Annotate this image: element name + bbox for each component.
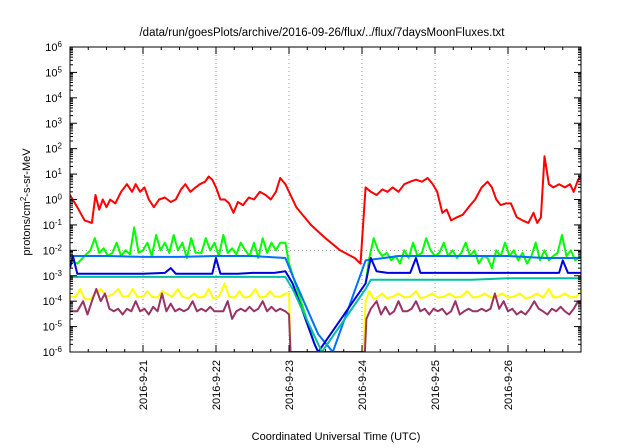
x-tick-label: 2016-9-25	[430, 360, 442, 410]
series-line-3	[364, 234, 581, 284]
x-tick-label: 2016-9-22	[211, 360, 223, 410]
chart-title: /data/run/goesPlots/archive/2016-09-26/f…	[139, 27, 505, 39]
y-tick-label: 10-3	[43, 268, 63, 283]
series-line-8	[70, 288, 581, 352]
grid	[70, 47, 581, 352]
x-tick-label: 2016-9-26	[503, 360, 515, 410]
y-tick-label: 100	[45, 192, 62, 207]
series-group	[70, 155, 581, 352]
y-tick-label: 102	[45, 141, 62, 156]
x-tick-label: 2016-9-21	[138, 360, 150, 410]
y-tick-label: 104	[45, 90, 62, 105]
ticks: 10-6 10-5 10-4 10-3 10-2 10-1 100 101 102 103 104 1…	[43, 40, 582, 410]
x-tick-label: 2016-9-24	[357, 360, 369, 410]
y-axis-label-main: protons/cm	[21, 201, 33, 255]
y-axis-label-tail: -s-sr-MeV	[21, 148, 33, 197]
series-line-2	[70, 226, 320, 352]
y-axis-label-sup: 2	[19, 196, 28, 201]
y-tick-label: 103	[45, 116, 62, 131]
y-tick-label: 101	[45, 167, 62, 182]
y-tick-label: 10-4	[43, 294, 63, 309]
y-tick-label: 10-2	[43, 243, 63, 257]
plot-frame	[69, 46, 582, 353]
series-line-4	[70, 255, 581, 352]
x-tick-label: 2016-9-23	[284, 360, 296, 410]
y-axis-label: protons/cm2-s-sr-MeV	[19, 148, 34, 256]
y-tick-label: 105	[45, 65, 62, 80]
y-tick-label: 10-6	[43, 345, 63, 360]
y-tick-label: 10-1	[43, 217, 63, 232]
x-axis-label: Coordinated Universal Time (UTC)	[252, 431, 421, 443]
series-line-1	[70, 155, 581, 265]
y-tick-label: 106	[45, 40, 62, 55]
y-tick-label: 10-5	[43, 319, 63, 334]
series-line-7	[70, 282, 581, 352]
series-line-6	[70, 275, 581, 352]
